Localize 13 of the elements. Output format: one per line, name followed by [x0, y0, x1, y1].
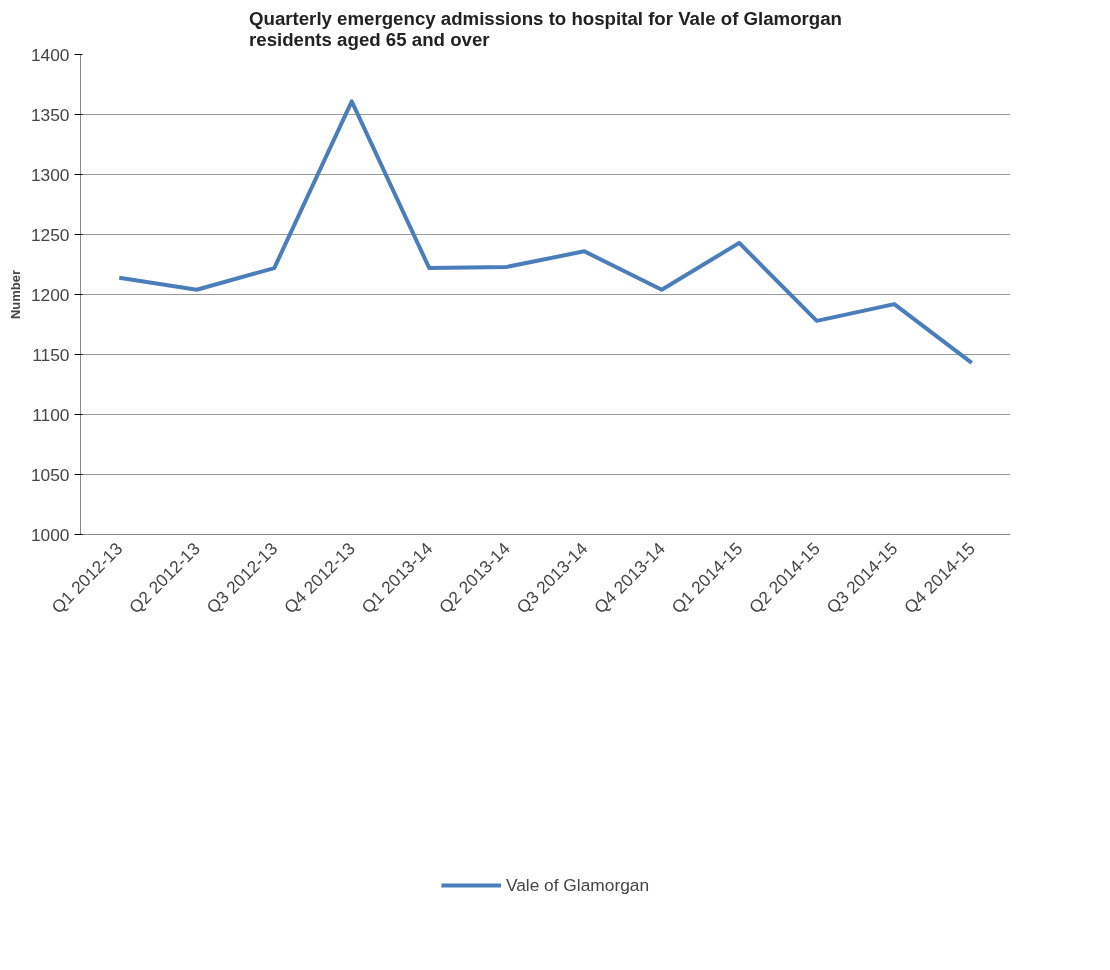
y-tick-label: 1100	[32, 404, 70, 425]
y-tick-label: 1200	[30, 284, 70, 305]
y-tick-label: 1000	[30, 524, 70, 545]
chart-title: Quarterly emergency admissions to hospital for Vale of Glamorgan residents aged 65 and over	[248, 7, 843, 50]
y-tick-label: 1150	[32, 344, 70, 365]
y-tick-label: 1400	[30, 44, 70, 65]
legend-label: Vale of Glamorgan	[505, 874, 650, 896]
y-axis-title: Number	[7, 269, 23, 320]
y-tick-label: 1050	[30, 464, 70, 485]
line-series	[117, 99, 974, 365]
y-tick-label: 1300	[30, 164, 70, 185]
y-tick-label: 1350	[30, 104, 70, 125]
y-tick-label: 1250	[30, 224, 70, 245]
